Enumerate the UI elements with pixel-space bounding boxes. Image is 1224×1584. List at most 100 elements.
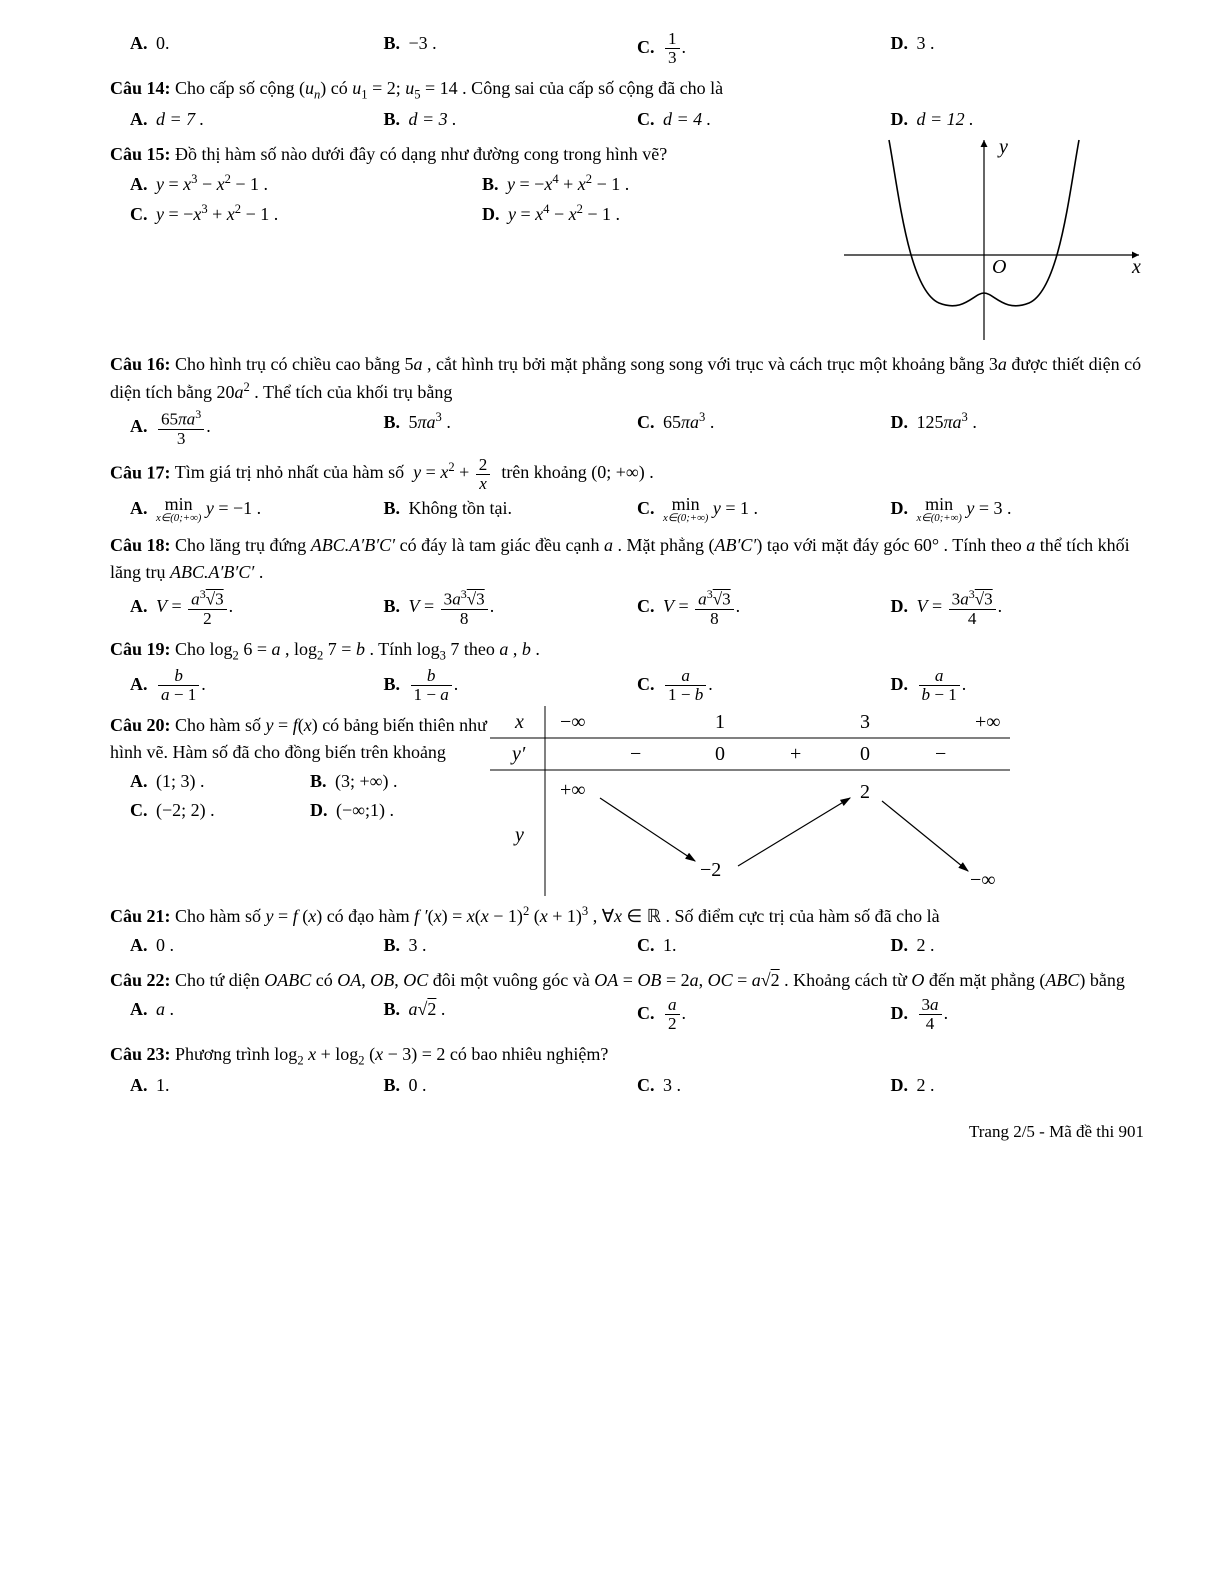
q18-b: V = 3a3√38. [409, 596, 495, 616]
q17-c: minx∈(0;+∞) y = 1 . [663, 498, 758, 518]
q17: Câu 17: Tìm giá trị nhỏ nhất của hàm số … [110, 456, 1144, 493]
q22-d: 3a4. [917, 1003, 949, 1023]
svg-text:1: 1 [715, 711, 725, 733]
q21-c: 1. [663, 935, 677, 955]
q17-options: A. minx∈(0;+∞) y = −1 . B. Không tồn tại… [130, 495, 1144, 526]
q14-a: d = 7 . [156, 109, 204, 129]
svg-text:x: x [514, 711, 524, 733]
q19-b: b1 − a. [409, 674, 459, 694]
q15-b: y = −x4 + x2 − 1 . [507, 174, 629, 194]
q22: Câu 22: Cho tứ diện OABC có OA, OB, OC đ… [110, 967, 1144, 994]
q14-c: d = 4 . [663, 109, 711, 129]
q15-prompt: Đồ thị hàm số nào dưới đây có dạng như đ… [175, 144, 667, 164]
q17-d: minx∈(0;+∞) y = 3 . [917, 498, 1012, 518]
q13-opt-c: C. 13. [637, 30, 891, 67]
q23-prompt: Phương trình log2 x + log2 (x − 3) = 2 c… [175, 1044, 608, 1064]
svg-text:O: O [992, 256, 1006, 278]
svg-text:−: − [630, 743, 641, 765]
q18-a: V = a3√32. [156, 596, 233, 616]
q19-d: ab − 1. [917, 674, 967, 694]
q15-label: Câu 15: [110, 144, 171, 164]
svg-text:x: x [1131, 256, 1141, 278]
q13-opt-d: D. 3 . [891, 30, 1145, 67]
opt-text: 13. [663, 37, 686, 57]
q14-options: A. d = 7 . B. d = 3 . C. d = 4 . D. d = … [130, 106, 1144, 135]
q18: Câu 18: Cho lăng trụ đứng ABC.A′B′C′ có … [110, 532, 1144, 586]
page-footer: Trang 2/5 - Mã đề thi 901 [110, 1119, 1144, 1145]
opt-text: −3 . [409, 33, 437, 53]
q18-c: V = a3√38. [663, 596, 740, 616]
q20-a: (1; 3) . [156, 771, 205, 791]
svg-text:0: 0 [860, 743, 870, 765]
q21-b: 3 . [409, 935, 427, 955]
q16-a: 65πa33. [156, 416, 211, 436]
q16-options: A. 65πa33. B. 5πa3 . C. 65πa3 . D. 125πa… [130, 408, 1144, 450]
q22-c: a2. [663, 1003, 686, 1023]
q18-prompt: Cho lăng trụ đứng ABC.A′B′C′ có đáy là t… [110, 535, 1130, 582]
q18-d: V = 3a3√34. [917, 596, 1003, 616]
q20-options: A. (1; 3) . B. (3; +∞) . C. (−2; 2) . D.… [130, 768, 490, 826]
q16-b: 5πa3 . [409, 412, 451, 432]
q23-a: 1. [156, 1075, 170, 1095]
q15-c: y = −x3 + x2 − 1 . [156, 204, 278, 224]
q22-prompt: Cho tứ diện OABC có OA, OB, OC đôi một v… [175, 970, 1125, 990]
q15-options: A. y = x3 − x2 − 1 . B. y = −x4 + x2 − 1… [130, 170, 834, 230]
q21-d: 2 . [917, 935, 935, 955]
q20-variation-table: x y′ y −∞ 1 3 +∞ − 0 + 0 − +∞ −2 2 −∞ [490, 706, 1010, 896]
q16-d: 125πa3 . [917, 412, 977, 432]
q13-options: A. 0. B. −3 . C. 13. D. 3 . [130, 30, 1144, 69]
svg-text:y′: y′ [510, 743, 526, 765]
q16: Câu 16: Cho hình trụ có chiều cao bằng 5… [110, 351, 1144, 406]
svg-text:−: − [935, 743, 946, 765]
svg-text:y: y [997, 136, 1008, 158]
q23-b: 0 . [409, 1075, 427, 1095]
q22-b: a√2 . [409, 999, 446, 1019]
q23-options: A. 1. B. 0 . C. 3 . D. 2 . [130, 1072, 1144, 1101]
q17-a: minx∈(0;+∞) y = −1 . [156, 498, 261, 518]
q14-d: d = 12 . [917, 109, 974, 129]
svg-text:+∞: +∞ [975, 711, 1001, 733]
svg-text:−∞: −∞ [560, 711, 586, 733]
q22-options: A. a . B. a√2 . C. a2. D. 3a4. [130, 996, 1144, 1035]
svg-text:+∞: +∞ [560, 779, 586, 801]
svg-text:0: 0 [715, 743, 725, 765]
svg-text:3: 3 [860, 711, 870, 733]
q22-a: a . [156, 999, 174, 1019]
q19: Câu 19: Cho log2 6 = a , log2 7 = b . Tí… [110, 636, 1144, 665]
q21-options: A. 0 . B. 3 . C. 1. D. 2 . [130, 932, 1144, 961]
q14-prompt: Cho cấp số cộng (un) có u1 = 2; u5 = 14 … [175, 78, 723, 98]
q16-prompt: Cho hình trụ có chiều cao bằng 5a , cắt … [110, 354, 1141, 402]
svg-text:y: y [513, 824, 524, 846]
q14-b: d = 3 . [409, 109, 457, 129]
q13-opt-a: A. 0. [130, 30, 384, 67]
svg-text:2: 2 [860, 781, 870, 803]
q15-d: y = x4 − x2 − 1 . [508, 204, 620, 224]
q23-c: 3 . [663, 1075, 681, 1095]
q20: Câu 20: Cho hàm số y = f(x) có bảng biến… [110, 712, 490, 766]
q19-a: ba − 1. [156, 674, 206, 694]
svg-text:−∞: −∞ [970, 869, 996, 891]
q15-a: y = x3 − x2 − 1 . [156, 174, 268, 194]
q21-a: 0 . [156, 935, 174, 955]
q14: Câu 14: Cho cấp số cộng (un) có u1 = 2; … [110, 75, 1144, 104]
q21: Câu 21: Cho hàm số y = f (x) có đạo hàm … [110, 902, 1144, 930]
q20-d: (−∞;1) . [336, 800, 394, 820]
q13-opt-b: B. −3 . [384, 30, 638, 67]
q15-graph: x y O [844, 135, 1144, 345]
opt-text: 3 . [917, 33, 935, 53]
q20-b: (3; +∞) . [335, 771, 397, 791]
q17-prompt: Tìm giá trị nhỏ nhất của hàm số y = x2 +… [175, 462, 654, 482]
q19-c: a1 − b. [663, 674, 713, 694]
svg-text:+: + [790, 743, 801, 765]
q17-b: Không tồn tại. [409, 498, 513, 518]
q16-c: 65πa3 . [663, 412, 714, 432]
svg-text:−2: −2 [700, 859, 721, 881]
q19-options: A. ba − 1. B. b1 − a. C. a1 − b. D. ab −… [130, 667, 1144, 706]
q23-d: 2 . [917, 1075, 935, 1095]
opt-text: 0. [156, 33, 170, 53]
q21-prompt: Cho hàm số y = f (x) có đạo hàm f ′(x) =… [175, 906, 940, 926]
q15: Câu 15: Đồ thị hàm số nào dưới đây có dạ… [110, 141, 834, 168]
q20-c: (−2; 2) . [156, 800, 215, 820]
q19-prompt: Cho log2 6 = a , log2 7 = b . Tính log3 … [175, 639, 540, 659]
q18-options: A. V = a3√32. B. V = 3a3√38. C. V = a3√3… [130, 588, 1144, 630]
